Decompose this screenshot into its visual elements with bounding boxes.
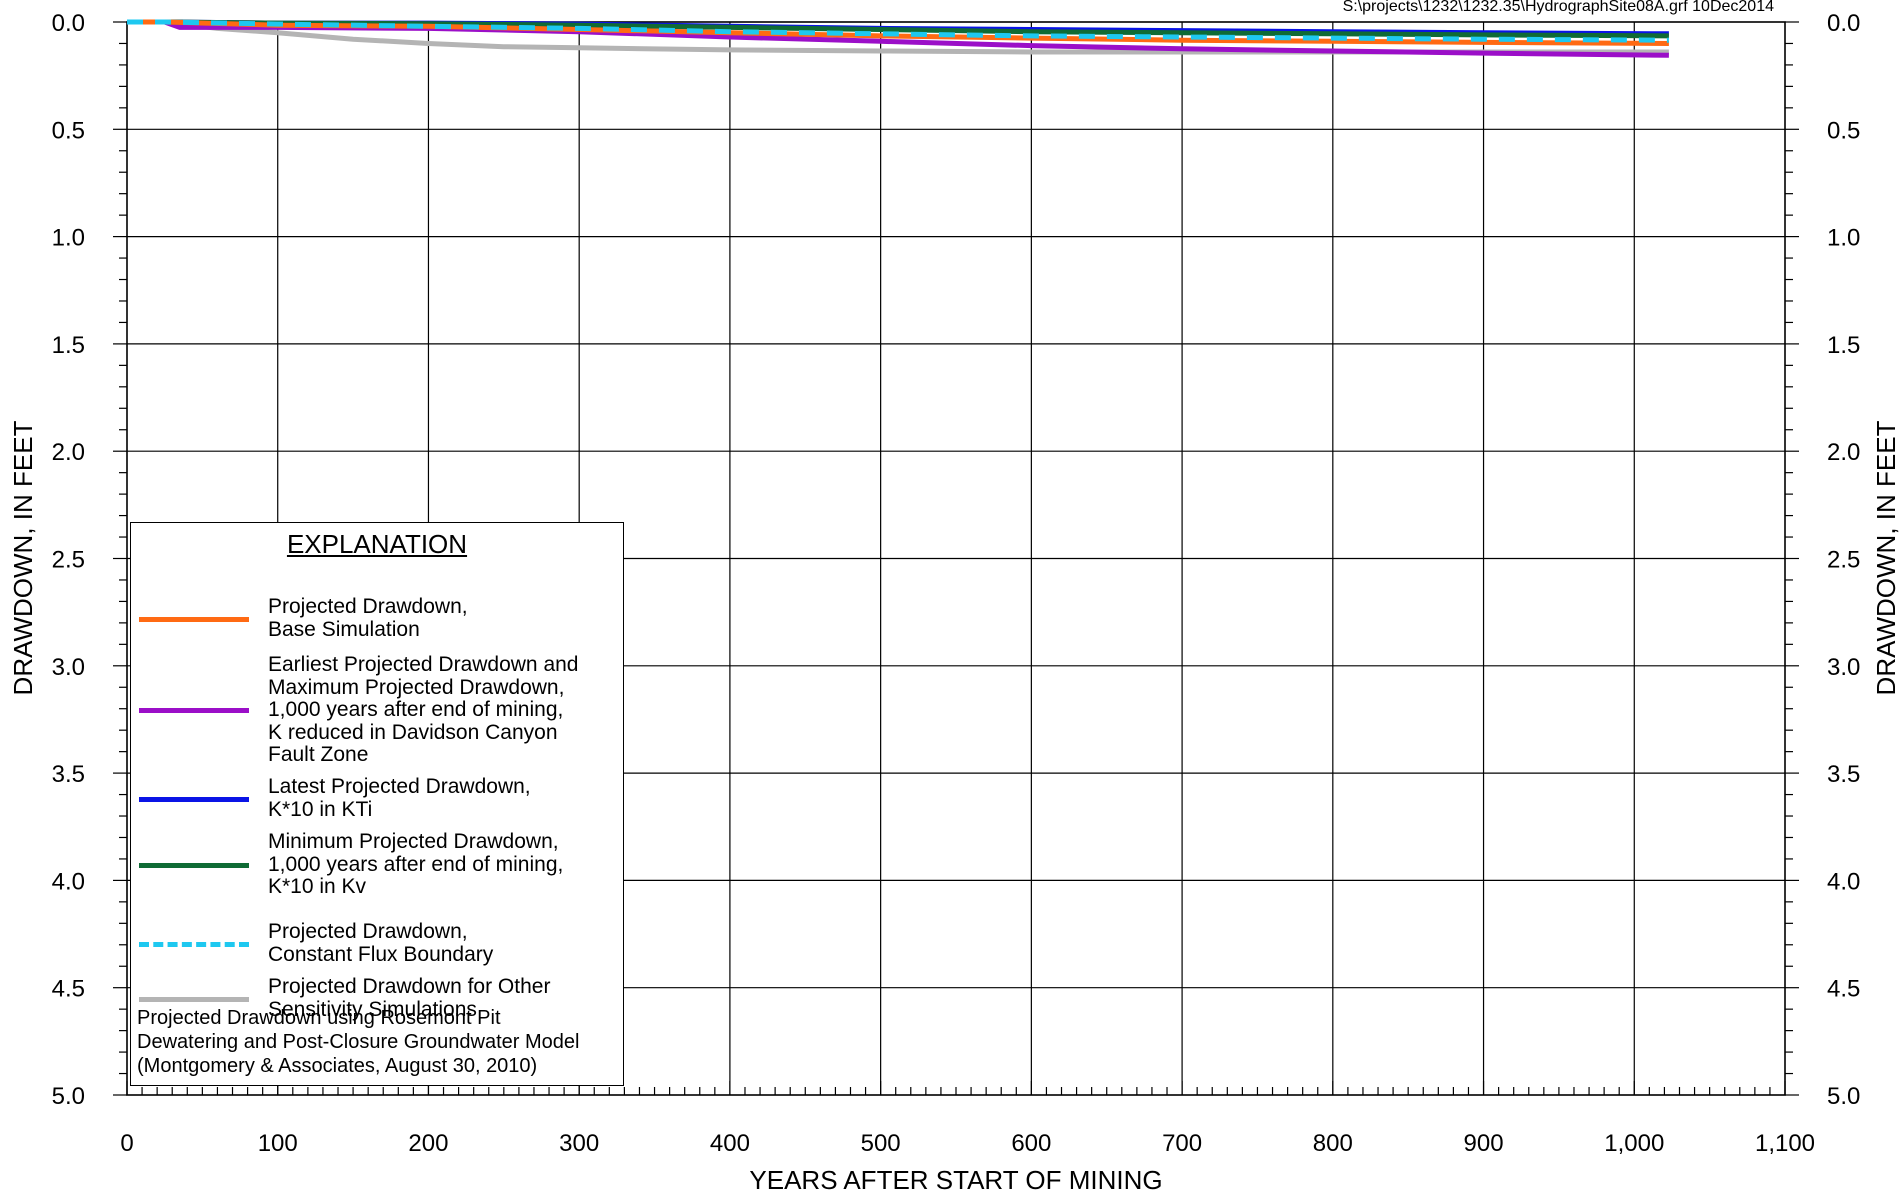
x-tick-label: 500 <box>861 1130 901 1157</box>
legend-swatch <box>139 796 249 802</box>
legend-entry-line: K*10 in KTi <box>268 797 373 821</box>
x-tick-label: 900 <box>1464 1130 1504 1157</box>
legend-title: EXPLANATION <box>286 529 468 559</box>
data-series <box>127 19 1669 58</box>
y-tick-label-right: 3.0 <box>1827 654 1860 681</box>
y-axis-title-right: DRAWDOWN, IN FEET <box>1871 420 1901 695</box>
x-tick-label: 600 <box>1011 1130 1051 1157</box>
legend-swatch <box>139 941 249 947</box>
legend-entry-line: K reduced in Davidson Canyon <box>268 720 558 744</box>
y-tick-label-right: 3.5 <box>1827 761 1860 788</box>
legend-entry-line: Projected Drawdown, <box>268 920 468 943</box>
legend-entry-line: Sensitivity Simulations <box>268 997 477 1021</box>
legend-note-line: (Montgomery & Associates, August 30, 201… <box>137 1055 538 1077</box>
legend-entry-line: 1,000 years after end of mining, <box>268 698 564 721</box>
legend-entry-label: Projected Drawdown, Base Simulation <box>268 595 468 641</box>
tick-marks <box>113 21 1799 1096</box>
y-tick-label-right: 5.0 <box>1827 1083 1860 1110</box>
x-tick-label: 1,100 <box>1755 1130 1815 1157</box>
grid-lines <box>127 22 1785 1095</box>
file-note: S:\projects\1232\1232.35\HydrographSite0… <box>1343 0 1775 15</box>
data-series-line-2 <box>127 19 1669 58</box>
legend-box: EXPLANATION Projected Drawdown, Base Simu… <box>130 522 624 1086</box>
legend-entry-line: Constant Flux Boundary <box>268 942 494 966</box>
legend-entry-line: Fault Zone <box>268 743 369 766</box>
y-tick-label-right: 4.0 <box>1827 868 1860 895</box>
y-tick-label-left: 0.0 <box>52 10 85 37</box>
y-tick-label-left: 3.0 <box>52 654 85 681</box>
y-tick-label-right: 1.0 <box>1827 225 1860 252</box>
x-tick-label: 300 <box>559 1130 599 1157</box>
y-tick-label-left: 1.0 <box>52 225 85 252</box>
y-tick-label-right: 4.5 <box>1827 976 1860 1003</box>
plot-frame <box>126 21 1786 1096</box>
y-tick-label-left: 2.0 <box>52 439 85 466</box>
legend-swatch <box>139 708 249 714</box>
legend-swatch <box>139 996 249 1002</box>
legend-entry-line: Base Simulation <box>268 617 420 641</box>
y-tick-label-right: 0.5 <box>1827 117 1860 144</box>
legend-entry-label: Projected Drawdown for Other Sensitivity … <box>268 975 551 1021</box>
legend-entry-line: Earliest Projected Drawdown and <box>268 653 579 676</box>
x-tick-label: 800 <box>1313 1130 1353 1157</box>
legend-note-line: Projected Drawdown using Rosemont Pit <box>137 1007 501 1029</box>
legend-model-note: Projected Drawdown using Rosemont Pit De… <box>137 1006 579 1078</box>
legend-entry-label: Minimum Projected Drawdown, 1,000 years a… <box>268 830 564 899</box>
x-tick-label: 700 <box>1162 1130 1202 1157</box>
legend-entry-line: K*10 in Kv <box>268 875 367 898</box>
x-tick-label: 200 <box>408 1130 448 1157</box>
legend-entry-line: Projected Drawdown for Other <box>268 975 551 998</box>
legend-entry-line: Latest Projected Drawdown, <box>268 775 531 798</box>
y-tick-label-left: 4.5 <box>52 976 85 1003</box>
y-tick-label-left: 4.0 <box>52 868 85 895</box>
x-tick-label: 400 <box>710 1130 750 1157</box>
y-tick-label-left: 1.5 <box>52 332 85 359</box>
legend-note-line: Dewatering and Post-Closure Groundwater … <box>137 1031 580 1053</box>
data-series-line-6 <box>127 19 1669 43</box>
legend-entry-line: Projected Drawdown, <box>268 595 468 618</box>
x-tick-label: 100 <box>258 1130 298 1157</box>
y-tick-label-left: 0.5 <box>52 117 85 144</box>
y-tick-label-left: 2.5 <box>52 547 85 574</box>
legend-entry-label: Earliest Projected Drawdown and Maximum P… <box>268 653 579 767</box>
y-tick-label-right: 0.0 <box>1827 10 1860 37</box>
y-tick-label-left: 5.0 <box>52 1083 85 1110</box>
legend-swatch <box>139 862 249 868</box>
y-axis-title-left: DRAWDOWN, IN FEET <box>8 420 38 695</box>
y-tick-label-right: 2.0 <box>1827 439 1860 466</box>
legend-entry-line: Minimum Projected Drawdown, <box>268 830 559 853</box>
legend-entry-label: Latest Projected Drawdown, K*10 in KTi <box>268 775 531 821</box>
y-tick-label-right: 2.5 <box>1827 547 1860 574</box>
y-tick-label-right: 1.5 <box>1827 332 1860 359</box>
tick-labels: 0 100 200 300 400 500 600 700 800 900 1,000 1,100 0.… <box>52 10 1861 1157</box>
x-axis-title: YEARS AFTER START OF MINING <box>749 1165 1162 1193</box>
x-tick-label: 0 <box>120 1130 133 1157</box>
y-tick-label-left: 3.5 <box>52 761 85 788</box>
legend-entry-line: Maximum Projected Drawdown, <box>268 675 565 699</box>
legend-entry-label: Projected Drawdown, Constant Flux Boundar… <box>268 920 494 966</box>
x-tick-label: 1,000 <box>1604 1130 1664 1157</box>
legend-swatch <box>139 616 249 622</box>
legend-entry-line: 1,000 years after end of mining, <box>268 852 564 876</box>
